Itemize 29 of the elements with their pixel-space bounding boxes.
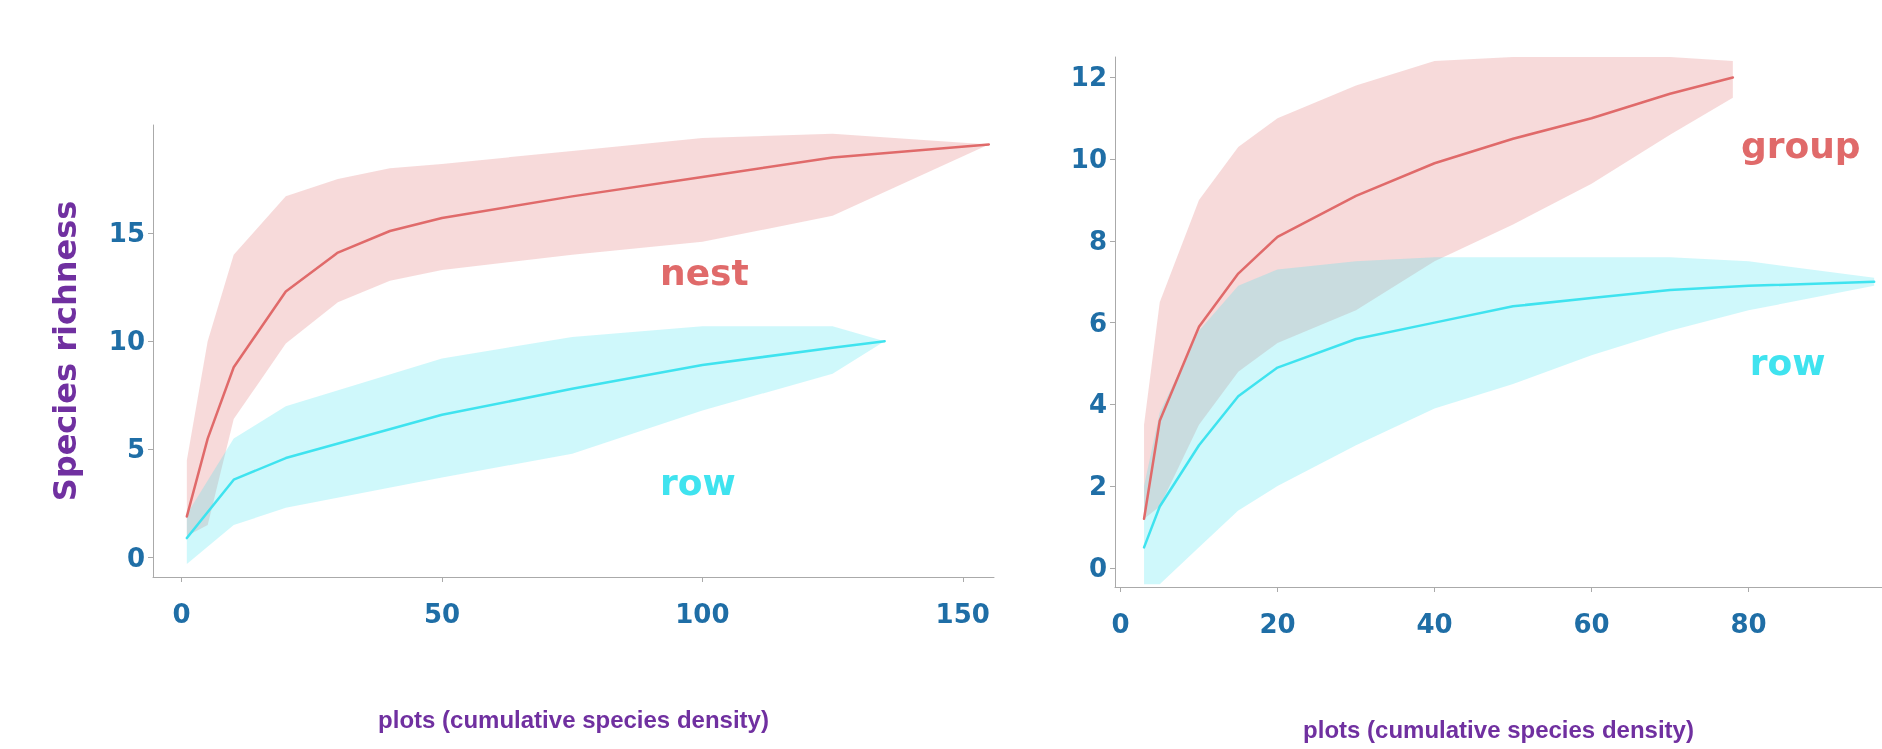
y-tick-label: 15: [108, 218, 145, 249]
y-tick-label: 10: [1070, 144, 1107, 175]
x-tick-label: 100: [675, 599, 730, 629]
y-tick-label: 10: [108, 326, 145, 357]
y-tick-label: 12: [1070, 62, 1107, 93]
x-tick-label: 80: [1730, 609, 1767, 639]
x-axis-title: plots (cumulative species density): [378, 705, 769, 733]
x-tick-label: 60: [1573, 609, 1610, 639]
line-series: [185, 340, 886, 540]
line-series: [1142, 280, 1876, 549]
y-tick-label: 0: [126, 542, 145, 573]
y-tick-label: 2: [1088, 471, 1107, 502]
y-tick-label: 6: [1088, 307, 1107, 338]
y-tick-label: 0: [1088, 552, 1107, 583]
x-tick-label: 20: [1259, 609, 1296, 639]
x-tick-label: 150: [935, 599, 990, 629]
text: row: [660, 461, 736, 503]
x-axis-title: plots (cumulative species density): [1303, 715, 1694, 743]
y-tick-label: 5: [126, 434, 145, 465]
series-label: group: [1740, 124, 1861, 166]
x-tick-label: 50: [423, 599, 461, 629]
x-tick-label: 0: [1111, 609, 1130, 639]
x-tick-label: 40: [1416, 609, 1453, 639]
y-tick-label: 4: [1088, 389, 1107, 420]
y-axis-title: Species richness: [46, 200, 84, 502]
x-tick-label: 0: [172, 599, 191, 629]
series-label: nest: [660, 252, 749, 294]
y-tick-label: 8: [1088, 225, 1107, 256]
series-label: row: [1749, 342, 1826, 384]
